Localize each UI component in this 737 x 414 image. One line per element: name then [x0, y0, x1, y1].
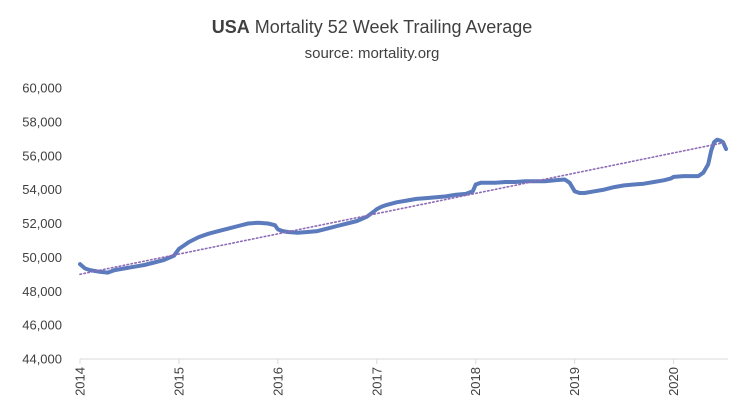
chart-title-bold: USA — [212, 17, 250, 37]
y-tick-label: 54,000 — [22, 182, 62, 197]
y-tick-label: 46,000 — [22, 318, 62, 333]
x-tick-label: 2020 — [666, 367, 681, 396]
x-tick-label: 2019 — [567, 367, 582, 396]
trendline-series — [79, 141, 727, 276]
plot-area — [78, 137, 728, 276]
y-axis: 44,000 46,000 48,000 50,000 52,000 54,000 56,0… — [22, 81, 62, 367]
chart-title-rest: Mortality 52 Week Trailing Average — [250, 17, 532, 37]
chart-title: USA Mortality 52 Week Trailing Average — [212, 17, 533, 37]
y-tick-label: 50,000 — [22, 250, 62, 265]
x-tick-label: 2018 — [468, 367, 483, 396]
mortality-series-line — [78, 137, 728, 275]
y-tick-label: 44,000 — [22, 352, 62, 367]
y-tick-label: 58,000 — [22, 114, 62, 129]
y-tick-label: 60,000 — [22, 81, 62, 96]
x-tick-label: 2017 — [369, 367, 384, 396]
chart-subtitle: source: mortality.org — [305, 45, 440, 62]
x-tick-label: 2016 — [270, 367, 285, 396]
y-tick-label: 56,000 — [22, 148, 62, 163]
x-tick-label: 2014 — [73, 367, 88, 396]
x-axis: 2014 2015 2016 2017 2018 2019 2020 — [73, 358, 728, 396]
x-tick-label: 2015 — [171, 367, 186, 396]
y-tick-label: 48,000 — [22, 284, 62, 299]
y-tick-label: 52,000 — [22, 216, 62, 231]
